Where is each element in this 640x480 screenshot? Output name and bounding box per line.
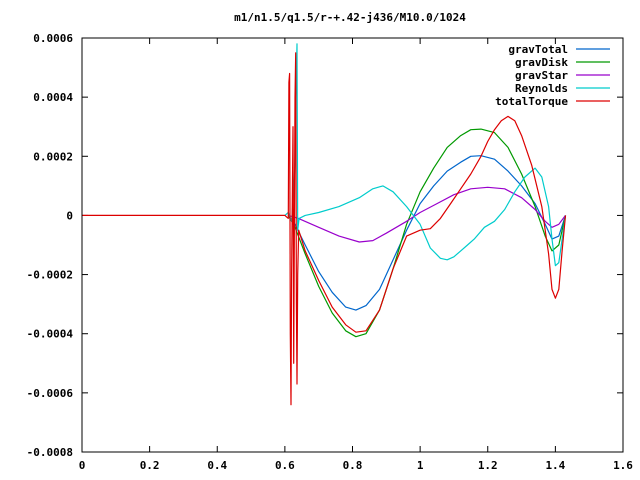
axes: 0 0.2 0.4 0.6 0.8 1 1.2 1.4 1.6 0.0006 0.0004 0.000… xyxy=(27,32,634,472)
y-tick-label: -0.0006 xyxy=(27,387,74,400)
series-line-gravTotal xyxy=(287,155,567,311)
series-line-Reynolds xyxy=(284,43,567,267)
plot-area xyxy=(82,43,567,406)
legend-label: totalTorque xyxy=(495,95,568,108)
legend: gravTotalgravDiskgravStarReynoldstotalTo… xyxy=(495,43,610,108)
y-tick-label: 0.0006 xyxy=(33,32,73,45)
legend-label: gravStar xyxy=(515,69,568,82)
chart-title: m1/n1.5/q1.5/r-+.42-j436/M10.0/1024 xyxy=(234,11,466,24)
x-tick-label: 0.8 xyxy=(343,459,363,472)
y-tick-label: 0.0004 xyxy=(33,91,73,104)
legend-label: gravDisk xyxy=(515,56,568,69)
y-tick-label: -0.0004 xyxy=(27,328,74,341)
x-tick-label: 1.4 xyxy=(545,459,565,472)
x-tick-label: 1.6 xyxy=(613,459,633,472)
plot-border xyxy=(81,37,624,453)
x-tick-label: 1 xyxy=(417,459,424,472)
series-line-gravDisk xyxy=(287,128,567,338)
x-tick-label: 0 xyxy=(79,459,86,472)
legend-label: gravTotal xyxy=(508,43,568,56)
y-tick-label: 0.0002 xyxy=(33,150,73,163)
series-line-totalTorque xyxy=(82,52,567,406)
y-tick-label: -0.0008 xyxy=(27,446,73,459)
legend-label: Reynolds xyxy=(515,82,568,95)
x-tick-label: 1.2 xyxy=(478,459,498,472)
x-tick-label: 0.2 xyxy=(140,459,160,472)
x-tick-label: 0.4 xyxy=(207,459,227,472)
x-tick-label: 0.6 xyxy=(275,459,295,472)
y-tick-label: -0.0002 xyxy=(27,269,73,282)
y-tick-label: 0 xyxy=(66,209,73,222)
